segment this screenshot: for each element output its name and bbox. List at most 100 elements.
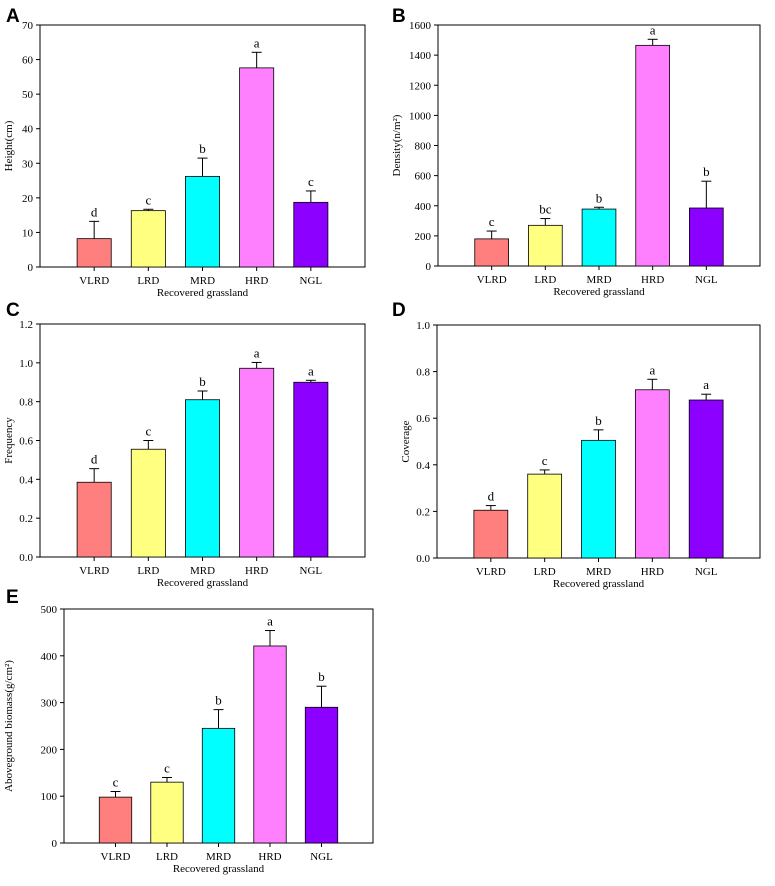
significance-label: c: [542, 453, 548, 468]
significance-label: c: [308, 174, 314, 189]
y-tick-label: 50: [22, 89, 34, 101]
x-tick-label: LRD: [156, 851, 178, 863]
y-tick-label: 0: [426, 261, 432, 273]
x-tick-label: NGL: [300, 275, 323, 287]
x-tick-label: NGL: [695, 274, 718, 286]
x-tick-label: LRD: [137, 275, 159, 287]
significance-label: c: [164, 760, 170, 775]
panel-letter: A: [6, 6, 20, 27]
x-axis-label: Recovered grassland: [157, 287, 249, 299]
bar-ngl: [293, 381, 329, 558]
bar-vlrd: [76, 481, 112, 558]
significance-label: a: [254, 345, 260, 360]
y-tick-label: 0: [28, 262, 34, 274]
y-tick-label: 0.8: [19, 397, 33, 409]
chart-panel-A: A 0 10 20 30 40 50 60 70 d VLRD c LRD b MRD a HRD c NGL Rec…: [3, 6, 366, 299]
x-tick-label: LRD: [534, 566, 556, 578]
bar-lrd: [130, 448, 166, 558]
y-tick-label: 0.0: [19, 552, 33, 564]
x-tick-label: HRD: [245, 275, 268, 287]
bar-hrd: [253, 645, 287, 844]
panel-letter: E: [6, 587, 19, 608]
x-tick-label: VLRD: [79, 565, 109, 577]
y-tick-label: 400: [41, 651, 58, 663]
x-axis-label: Recovered grassland: [173, 863, 265, 875]
bar-vlrd: [98, 796, 133, 844]
significance-label: bc: [539, 202, 552, 217]
panel-letter: D: [392, 300, 406, 321]
significance-label: d: [91, 204, 98, 219]
y-tick-label: 0.6: [416, 413, 430, 425]
y-tick-label: 800: [415, 141, 432, 153]
x-tick-label: MRD: [586, 566, 611, 578]
bar-lrd: [528, 224, 563, 267]
y-tick-label: 500: [41, 604, 58, 616]
y-tick-label: 0.2: [416, 506, 430, 518]
chart-panel-E: E 0 100 200 300 400 500 c VLRD c LRD b MRD a HRD b NGL Re…: [3, 587, 374, 875]
x-tick-label: HRD: [641, 566, 664, 578]
x-tick-label: LRD: [534, 274, 556, 286]
significance-label: a: [267, 614, 273, 629]
significance-label: b: [199, 374, 206, 389]
y-tick-label: 0.8: [416, 367, 430, 379]
bar-lrd: [150, 781, 184, 844]
y-tick-label: 20: [22, 193, 34, 205]
y-tick-label: 1.0: [416, 320, 430, 332]
significance-label: b: [596, 190, 603, 205]
panel-letter: C: [6, 300, 20, 321]
x-tick-label: NGL: [310, 851, 333, 863]
bar-vlrd: [473, 509, 509, 559]
x-axis-label: Recovered grassland: [553, 578, 645, 590]
x-axis-label: Recovered grassland: [553, 286, 645, 298]
y-tick-label: 30: [22, 158, 34, 170]
significance-label: a: [649, 362, 655, 377]
y-tick-label: 300: [41, 698, 58, 710]
bar-hrd: [239, 367, 275, 558]
y-tick-label: 200: [415, 231, 432, 243]
x-tick-label: NGL: [300, 565, 323, 577]
chart-panel-D: D 0.0 0.2 0.4 0.6 0.8 1.0 d VLRD c LRD b MRD a HRD a NGL…: [392, 300, 761, 590]
bar-lrd: [527, 473, 563, 559]
bar-vlrd: [76, 238, 112, 268]
bar-lrd: [130, 210, 166, 268]
significance-label: d: [488, 489, 495, 504]
x-tick-label: HRD: [641, 274, 664, 286]
y-tick-label: 0.4: [19, 474, 33, 486]
y-tick-label: 10: [22, 227, 34, 239]
y-tick-label: 600: [415, 171, 432, 183]
significance-label: a: [650, 22, 656, 37]
significance-label: c: [489, 214, 495, 229]
bar-mrd: [581, 208, 617, 267]
x-tick-label: VLRD: [101, 851, 131, 863]
bar-ngl: [293, 201, 329, 268]
y-tick-label: 0.2: [19, 513, 33, 525]
x-tick-label: LRD: [137, 565, 159, 577]
significance-label: b: [595, 413, 602, 428]
y-axis-label: Height(cm): [3, 120, 15, 171]
y-tick-label: 1200: [409, 80, 432, 92]
y-tick-label: 400: [415, 201, 432, 213]
y-tick-label: 60: [22, 55, 34, 67]
x-tick-label: MRD: [206, 851, 231, 863]
y-tick-label: 70: [22, 20, 34, 32]
chart-panel-C: C 0.0 0.2 0.4 0.6 0.8 1.0 1.2 d VLRD c LRD b MRD a HRD a…: [3, 300, 366, 589]
significance-label: d: [91, 452, 98, 467]
y-tick-label: 1.2: [19, 319, 33, 331]
x-tick-label: MRD: [190, 275, 215, 287]
y-tick-label: 1400: [409, 50, 432, 62]
chart-panel-B: B 0 200 400 600 800 1000 1200 1400 1600 c VLRD bc LRD…: [391, 6, 761, 298]
y-tick-label: 0.6: [19, 436, 33, 448]
x-tick-label: VLRD: [477, 274, 507, 286]
significance-label: a: [308, 363, 314, 378]
bar-mrd: [581, 439, 616, 559]
x-tick-label: VLRD: [79, 275, 109, 287]
bar-vlrd: [474, 238, 509, 267]
x-axis-label: Recovered grassland: [157, 577, 249, 589]
significance-label: a: [254, 35, 260, 50]
x-tick-label: HRD: [245, 565, 268, 577]
x-tick-label: HRD: [258, 851, 281, 863]
y-tick-label: 1600: [409, 20, 432, 32]
significance-label: a: [703, 377, 709, 392]
